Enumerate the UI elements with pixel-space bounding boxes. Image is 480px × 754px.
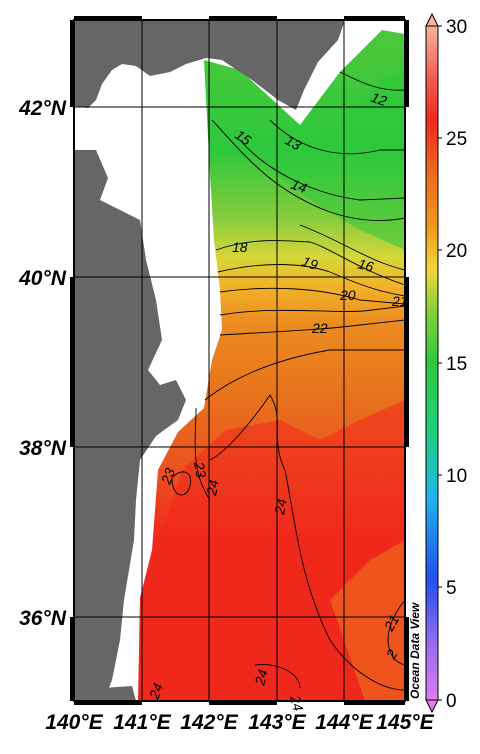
colorbar: 30 25 20 15 10 5 0 — [425, 12, 467, 714]
colorbar-top-arrow — [425, 12, 439, 27]
frame-tick-bar — [209, 701, 277, 705]
isotherm-21 — [219, 305, 405, 316]
isotherm-23 — [204, 349, 405, 401]
frame-tick-bar — [344, 16, 405, 20]
isotherm-14 — [239, 139, 405, 201]
graticule — [74, 20, 405, 701]
frame-tick-bar — [74, 16, 142, 20]
isotherm-24-east — [387, 599, 405, 666]
frame-tick-bar — [70, 617, 74, 701]
lon-label: 140°E — [45, 711, 103, 734]
contour-label: 22 — [311, 320, 328, 336]
cold-tongue — [250, 70, 405, 250]
colorbar-label: 30 — [446, 17, 467, 38]
lon-label: 145°E — [376, 711, 434, 734]
isotherm-24-loop — [254, 664, 301, 689]
isotherm-13 — [269, 119, 405, 155]
watermark: Ocean Data View — [408, 602, 422, 699]
colorbar-label: 0 — [446, 691, 457, 712]
contour-label: 20 — [339, 287, 356, 303]
contour-label: 14 — [289, 176, 309, 196]
frame-tick-bar — [209, 16, 277, 20]
isotherm-20 — [219, 287, 405, 305]
land-honshu — [74, 150, 186, 701]
colorbar-scale — [425, 25, 439, 701]
colorbar-label: 10 — [446, 466, 467, 487]
contour-label: 19 — [300, 253, 320, 273]
lon-label: 141°E — [113, 711, 171, 734]
latitude-labels: 42°N 40°N 38°N 36°N — [18, 97, 67, 630]
contour-label: 16 — [356, 255, 375, 275]
contour-label: 21 — [380, 612, 402, 634]
orange-band — [330, 540, 405, 701]
colorbar-label: 5 — [446, 578, 457, 599]
warm-core — [138, 400, 405, 701]
lat-label: 40°N — [18, 267, 67, 290]
frame-tick-bar — [344, 701, 405, 705]
contour-label: 13 — [283, 132, 305, 154]
contour-lines — [171, 71, 405, 691]
contour-label: 21 — [391, 293, 408, 309]
isotherm-23-eddy — [171, 471, 192, 496]
frame-tick-bar — [405, 617, 409, 701]
colorbar-label: 15 — [446, 354, 467, 375]
isotherm-12 — [339, 71, 405, 91]
frame-tick-bar — [70, 20, 74, 107]
colorbar-label: 20 — [446, 241, 467, 262]
contour-label: 23 — [191, 460, 210, 479]
land-south — [74, 686, 136, 701]
contour-label-group: 12 13 14 15 16 18 19 20 21 22 23 23 24 2… — [145, 89, 407, 713]
lon-label: 142°E — [180, 711, 238, 734]
isotherm-23-west — [194, 407, 211, 501]
frame-tick-bar — [405, 20, 409, 107]
isotherm-16 — [299, 224, 405, 271]
isotherm-18 — [215, 240, 405, 286]
map-frame — [70, 16, 409, 705]
lon-label: 143°E — [248, 711, 306, 734]
contour-label: 12 — [369, 89, 389, 109]
contour-label: 18 — [232, 239, 248, 255]
lat-label: 38°N — [19, 437, 67, 460]
contour-label: 24 — [287, 693, 307, 713]
contour-label: 24 — [251, 667, 271, 687]
frame-ticks — [70, 16, 409, 705]
contour-label: 24 — [145, 681, 166, 702]
colorbar-label: 25 — [446, 129, 467, 150]
lat-label: 36°N — [19, 607, 67, 630]
isotherm-15 — [211, 119, 405, 221]
frame-tick-bar — [70, 277, 74, 447]
contour-label: 24 — [203, 478, 222, 497]
frame-tick-bar — [74, 701, 142, 705]
frame-tick-bar — [405, 277, 409, 447]
map-area — [74, 20, 405, 701]
colorbar-ticks — [438, 25, 442, 701]
contour-label: 24 — [271, 497, 290, 516]
contour-label: 23 — [157, 466, 178, 487]
lat-label: 42°N — [18, 97, 67, 120]
longitude-labels: 140°E 141°E 142°E 143°E 144°E 145°E — [45, 711, 434, 734]
isotherm-24-core — [209, 394, 405, 691]
isotherm-19 — [217, 264, 405, 297]
lon-label: 144°E — [315, 711, 373, 734]
isotherm-22 — [219, 319, 405, 336]
